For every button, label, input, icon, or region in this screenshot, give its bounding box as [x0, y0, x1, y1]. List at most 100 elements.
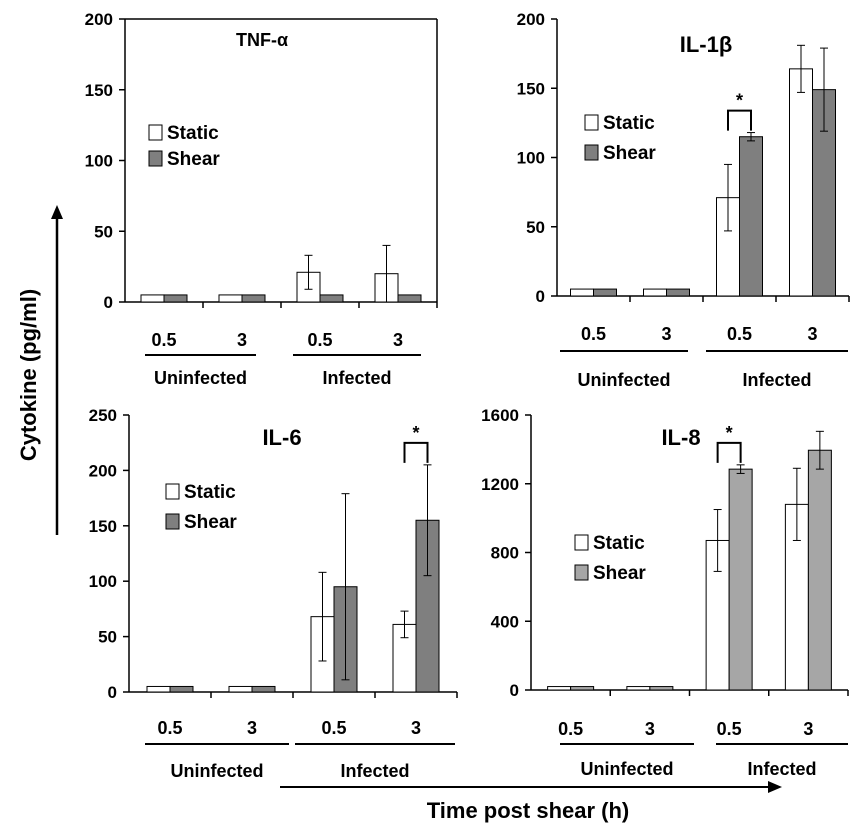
- legend-item-static: Static: [148, 123, 219, 144]
- legend-label: Static: [184, 482, 236, 503]
- x-tick-label: 0.5: [321, 718, 346, 738]
- bar-shear: [739, 136, 763, 297]
- legend-item-shear: Shear: [148, 149, 220, 170]
- error-bar: [724, 163, 732, 232]
- y-tick-label: 250: [89, 406, 117, 425]
- y-tick-label: 150: [85, 81, 113, 100]
- bar-static: [218, 294, 243, 303]
- x-tick-label: 0.5: [307, 330, 332, 350]
- y-tick-label: 800: [491, 544, 519, 563]
- x-tick-label: 0.5: [727, 324, 752, 344]
- legend-label: Shear: [593, 563, 646, 584]
- y-tick-label: 1600: [481, 406, 519, 425]
- y-tick-label: 100: [517, 149, 545, 168]
- chart-panel-3: 0 50 100 150 200 250 0.5 3 0.5 3 * IL-6 Static Shear U…: [89, 406, 458, 781]
- group-label: Infected: [340, 761, 409, 781]
- y-tick-label: 150: [517, 79, 545, 98]
- legend-swatch: [574, 564, 589, 581]
- error-bar: [341, 493, 350, 681]
- error-bar: [318, 571, 327, 662]
- bar-shear: [807, 449, 832, 691]
- y-tick-label: 100: [85, 152, 113, 171]
- error-bar: [400, 610, 409, 639]
- legend-label: Shear: [184, 512, 237, 533]
- legend-swatch: [165, 483, 180, 500]
- legend-item-static: Static: [584, 113, 655, 134]
- shared-x-axis-arrow: [280, 781, 782, 793]
- error-bar: [423, 464, 432, 577]
- error-bar: [792, 467, 801, 541]
- x-tick-label: 0.5: [581, 324, 606, 344]
- error-bar: [713, 509, 722, 572]
- bar-static: [570, 288, 594, 297]
- legend-label: Shear: [167, 149, 220, 170]
- chart-title: IL-8: [661, 425, 700, 450]
- y-tick-label: 150: [89, 517, 117, 536]
- significance-label: *: [412, 423, 419, 443]
- y-tick-label: 200: [85, 10, 113, 29]
- chart-panels: 0 50 100 150 200 0.5 3 0.5 3 TNF-α Static Shear Unin…: [85, 10, 850, 781]
- bar-shear: [251, 685, 276, 693]
- bar-static: [146, 685, 171, 693]
- x-tick-label: 0.5: [717, 719, 742, 739]
- group-label: Infected: [747, 759, 816, 779]
- error-bar: [304, 254, 313, 290]
- group-label: Uninfected: [580, 759, 673, 779]
- chart-panel-2: 0 50 100 150 200 0.5 3 0.5 3 * IL-1β Static Shear Uni…: [517, 10, 850, 390]
- x-tick-label: 3: [807, 324, 817, 344]
- legend-label: Static: [593, 533, 645, 554]
- legend-swatch: [584, 144, 599, 161]
- chart-panel-4: 0 400 800 1200 1600 0.5 3 0.5 3 * IL-8 Static Shear U…: [481, 406, 849, 779]
- y-tick-label: 50: [98, 628, 117, 647]
- legend-swatch: [584, 114, 599, 131]
- legend-swatch: [574, 534, 589, 551]
- error-bar: [820, 47, 828, 132]
- x-tick-label: 3: [803, 719, 813, 739]
- group-label: Uninfected: [577, 370, 670, 390]
- x-tick-label: 0.5: [558, 719, 583, 739]
- bar-shear: [728, 468, 753, 691]
- x-tick-label: 3: [393, 330, 403, 350]
- bar-shear: [397, 294, 422, 303]
- legend-item-shear: Shear: [165, 512, 237, 533]
- significance-bracket: *: [716, 423, 742, 463]
- error-bar: [815, 430, 824, 470]
- chart-title: IL-1β: [680, 32, 733, 57]
- legend-label: Static: [603, 113, 655, 134]
- shared-y-label: Cytokine (pg/ml): [16, 289, 41, 461]
- legend-swatch: [148, 124, 163, 141]
- bar-shear: [169, 685, 194, 693]
- y-tick-label: 0: [108, 683, 117, 702]
- bar-static: [140, 294, 165, 303]
- error-bar: [797, 44, 805, 93]
- group-label: Infected: [322, 368, 391, 388]
- group-label: Uninfected: [170, 761, 263, 781]
- y-tick-label: 0: [536, 287, 545, 306]
- y-tick-label: 50: [526, 218, 545, 237]
- bar-shear: [319, 294, 344, 303]
- significance-label: *: [726, 423, 733, 443]
- shared-y-axis-arrow: [51, 205, 63, 535]
- y-tick-label: 200: [89, 461, 117, 480]
- error-bar: [747, 132, 755, 142]
- legend-item-static: Static: [574, 533, 645, 554]
- y-tick-label: 50: [94, 222, 113, 241]
- legend-item-shear: Shear: [584, 143, 656, 164]
- chart-title: TNF-α: [236, 30, 288, 50]
- group-label: Uninfected: [154, 368, 247, 388]
- bar-shear: [666, 288, 690, 297]
- y-tick-label: 100: [89, 572, 117, 591]
- legend-item-shear: Shear: [574, 563, 646, 584]
- x-tick-label: 3: [247, 718, 257, 738]
- bar-shear: [570, 686, 595, 691]
- bar-static: [789, 68, 813, 297]
- legend-swatch: [165, 513, 180, 530]
- legend-swatch: [148, 150, 163, 167]
- y-tick-label: 0: [104, 293, 113, 312]
- significance-label: *: [736, 91, 743, 111]
- legend-label: Static: [167, 123, 219, 144]
- bar-shear: [649, 686, 674, 691]
- error-bar: [736, 464, 745, 474]
- x-tick-label: 3: [411, 718, 421, 738]
